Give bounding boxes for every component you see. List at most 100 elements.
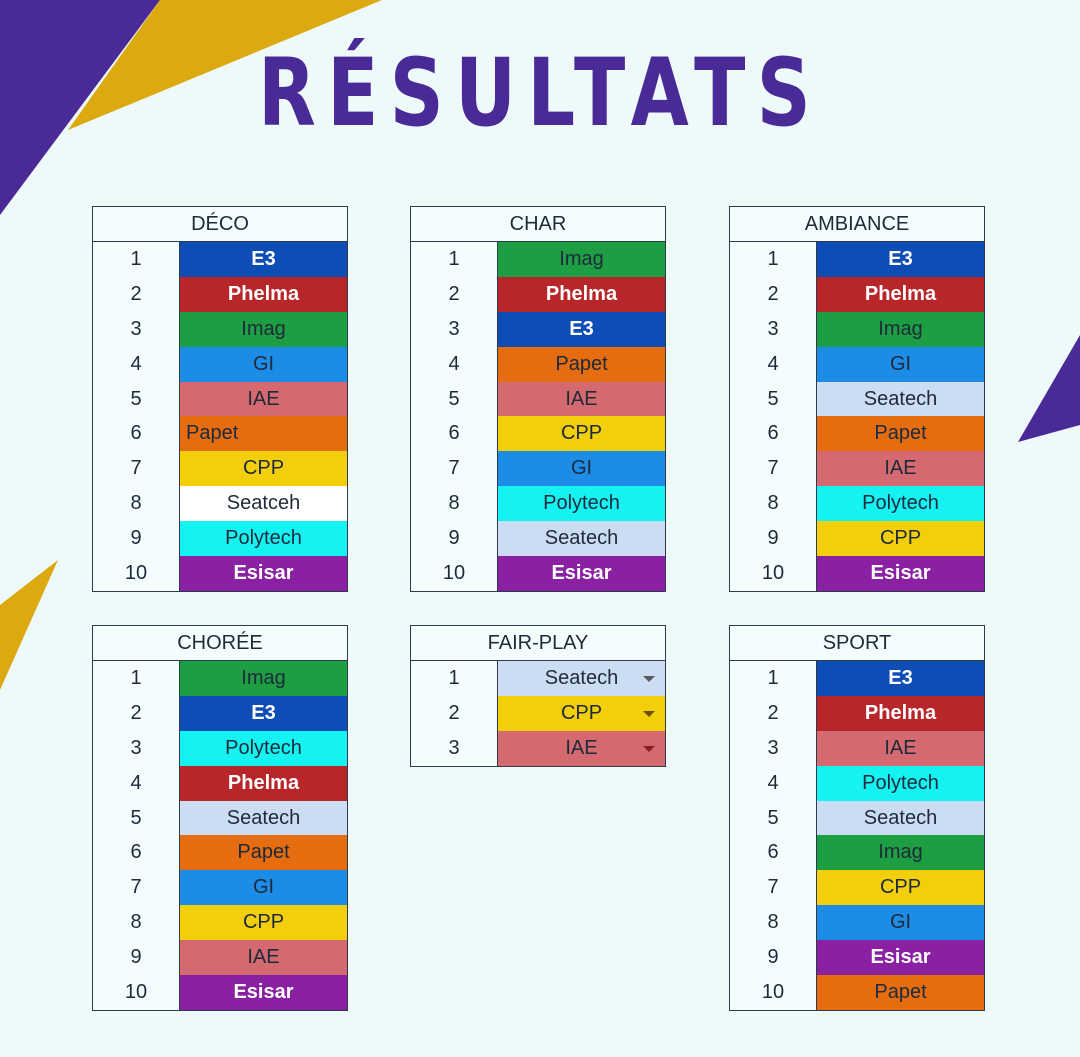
team-cell: Esisar [498,556,665,591]
team-name: Seatech [863,806,938,829]
table-row: 6 CPP [411,416,665,452]
table-row: 5 Seatech [93,800,347,836]
team-name: Polytech [862,492,939,515]
team-name: GI [889,352,912,375]
rank-number: 3 [411,311,498,347]
team-name: CPP [560,422,603,445]
rank-number: 3 [93,311,180,347]
team-cell: Phelma [817,276,984,312]
team-name: Phelma [227,282,300,305]
team-name: IAE [247,387,280,410]
dropdown-arrow-icon[interactable] [643,710,655,717]
table-row: 1 Imag [93,661,347,696]
team-name: IAE [884,457,917,480]
rank-number: 2 [411,276,498,312]
team-cell: IAE [498,381,665,417]
team-name: CPP [242,911,285,934]
table-row: 4 GI [730,346,984,382]
team-cell: CPP [817,521,984,557]
rank-number: 8 [93,486,180,522]
team-name: Imag [878,841,923,864]
team-cell: Papet [817,975,984,1010]
rank-number: 8 [411,486,498,522]
table-row: 6 Imag [730,835,984,871]
table-row: 9 Seatech [411,521,665,557]
table-row: 9 CPP [730,521,984,557]
team-cell: E3 [180,695,347,731]
team-name: IAE [884,736,917,759]
table-row: 1 Seatech [411,661,665,696]
team-cell: CPP [180,451,347,487]
dropdown-arrow-icon[interactable] [643,676,655,682]
table-row: 5 IAE [93,381,347,417]
table-row: 2 CPP [411,695,665,731]
team-cell: IAE [180,940,347,976]
page-title: RÉSULTATS [257,39,823,148]
dropdown-arrow-icon[interactable] [643,745,655,752]
table-row: 8 Seatceh [93,486,347,522]
table-title: SPORT [730,626,984,661]
table-row: 5 Seatech [730,800,984,836]
team-cell: GI [817,905,984,941]
table-row: 7 IAE [730,451,984,487]
table-row: 2 Phelma [93,276,347,312]
table-row: 3 Imag [730,311,984,347]
table-row: 5 Seatech [730,381,984,417]
team-name: Esisar [870,562,931,585]
table-row: 1 E3 [730,242,984,277]
table-row: 8 Polytech [411,486,665,522]
team-name: Seatceh [226,492,301,515]
team-name: IAE [565,387,598,410]
table-title: CHORÉE [93,626,347,661]
team-name: Esisar [233,981,294,1004]
team-name: Papet [555,352,608,375]
team-name: CPP [560,701,603,724]
rank-number: 7 [411,451,498,487]
team-name: CPP [879,876,922,899]
rank-number: 8 [730,905,817,941]
table-row: 1 Imag [411,242,665,277]
team-name: Papet [874,981,927,1004]
table-row: 4 Polytech [730,765,984,801]
rank-number: 3 [411,730,498,766]
rank-number: 1 [411,242,498,277]
table-title: AMBIANCE [730,207,984,242]
table-row: 3 IAE [730,730,984,766]
table-row: 10 Esisar [730,556,984,591]
rank-number: 10 [93,556,180,591]
rank-number: 10 [730,556,817,591]
table-row: 8 GI [730,905,984,941]
team-select[interactable]: IAE [498,730,665,766]
decor-gold-triangle-top-left [68,0,382,130]
team-select[interactable]: Seatech [498,661,665,696]
team-name: IAE [247,946,280,969]
rank-number: 10 [93,975,180,1010]
team-cell: E3 [498,311,665,347]
rank-number: 3 [730,311,817,347]
table-row: 10 Esisar [93,975,347,1010]
table-row: 2 Phelma [411,276,665,312]
team-cell: Seatceh [180,486,347,522]
table-row: 3 Polytech [93,730,347,766]
team-cell: Phelma [498,276,665,312]
team-select[interactable]: CPP [498,695,665,731]
table-row: 6 Papet [93,416,347,452]
team-name: GI [252,876,275,899]
team-name: Polytech [225,527,302,550]
table-row: 1 E3 [93,242,347,277]
ranking-table: DÉCO 1 E3 2 Phelma 3 Imag 4 GI 5 IAE 6 Papet 7 CPP 8 Sea… [92,206,348,592]
rank-number: 6 [93,416,180,452]
rank-number: 2 [93,695,180,731]
table-row: 9 Polytech [93,521,347,557]
rank-number: 1 [730,661,817,696]
team-name: Imag [241,667,286,689]
team-cell: E3 [180,242,347,277]
rank-number: 4 [93,346,180,382]
team-name: Seatech [544,527,619,550]
team-name: Esisar [233,562,294,585]
team-cell: E3 [817,242,984,277]
team-cell: Seatech [817,381,984,417]
rank-number: 1 [93,242,180,277]
team-cell: Esisar [817,940,984,976]
team-name: E3 [888,667,913,689]
